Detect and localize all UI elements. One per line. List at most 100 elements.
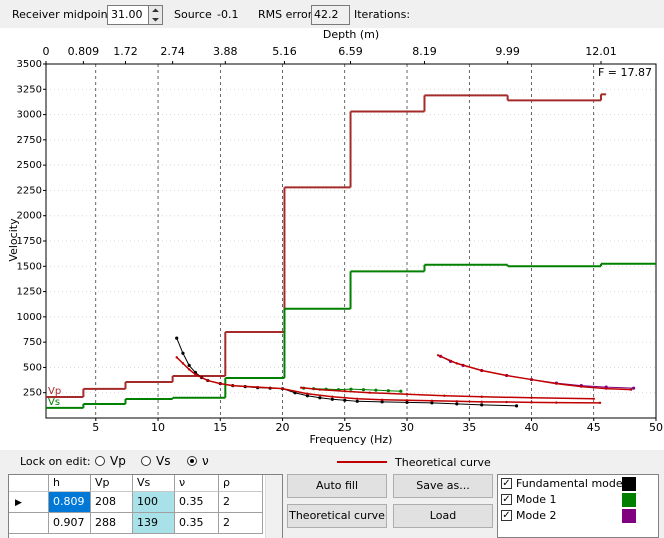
observed-point	[399, 389, 403, 393]
table-cell[interactable]: 0.907	[49, 513, 91, 534]
y-tick-label: 250	[23, 388, 42, 399]
theoretical-point	[480, 400, 483, 404]
table-cell[interactable]: 139	[133, 513, 175, 534]
theoretical-point	[455, 362, 459, 365]
radio-label: Vs	[156, 454, 171, 468]
theoretical-point	[530, 396, 533, 399]
receiver-midpoint-label: Receiver midpoint	[12, 8, 113, 21]
column-header: h	[49, 475, 91, 492]
top-tick-label: 3.88	[213, 45, 238, 58]
theoretical-point	[187, 368, 191, 371]
table-cell[interactable]: 0.35	[175, 513, 219, 534]
theoretical-point	[455, 400, 459, 403]
mode-legend: ✓ Fundamental mode ✓ Mode 1 ✓ Mode 2	[497, 474, 659, 538]
table-cell[interactable]: 2	[219, 513, 263, 534]
mode-swatch	[622, 493, 636, 507]
observed-point	[175, 336, 179, 340]
mode-swatch	[622, 509, 636, 523]
theoretical-point	[175, 356, 178, 359]
x-tick-label: 40	[525, 421, 539, 434]
radio-button[interactable]	[141, 456, 151, 466]
y-tick-label: 3500	[17, 59, 42, 70]
x-tick-label: 5	[92, 421, 99, 434]
theoretical-point	[405, 393, 409, 396]
x-tick-label: 30	[400, 421, 414, 434]
top-tick-label: 2.74	[160, 45, 185, 58]
mode-name: Fundamental mode	[516, 477, 623, 490]
x-tick-label: 25	[338, 421, 352, 434]
theoretical-point	[530, 378, 533, 381]
theoretical-point	[480, 395, 483, 398]
receiver-midpoint-value[interactable]: 31.00	[111, 8, 143, 21]
theoretical-point	[356, 397, 359, 400]
top-tick-label: 6.59	[338, 45, 363, 58]
table-cell[interactable]: 288	[91, 513, 133, 534]
save-as-button[interactable]: Save as...	[393, 474, 493, 498]
table-cell[interactable]: 0.35	[175, 492, 219, 513]
x-tick-label: 35	[462, 421, 476, 434]
y-tick-label: 3250	[17, 84, 42, 95]
checkbox[interactable]: ✓	[501, 494, 512, 505]
theoretical-point	[436, 354, 440, 357]
theoretical-point	[605, 387, 608, 390]
theoretical-point	[219, 382, 222, 385]
theoretical-point	[368, 391, 371, 394]
source-label: Source	[174, 8, 212, 21]
column-header: ρ	[219, 475, 263, 492]
observed-point	[318, 396, 322, 400]
chart-background	[0, 28, 664, 450]
spinner[interactable]	[148, 5, 163, 25]
source-value: -0.1	[217, 8, 238, 21]
table-cell[interactable]: 2	[219, 492, 263, 513]
observed-point	[430, 401, 434, 405]
theoretical-point	[331, 395, 334, 398]
x-axis-title: Frequency (Hz)	[310, 433, 393, 446]
y-tick-label: 2000	[17, 211, 42, 222]
mode-name: Mode 1	[516, 493, 557, 506]
lock-label: Lock on edit:	[20, 455, 91, 468]
theoretical-point	[405, 399, 409, 402]
radio-label: ν	[202, 454, 209, 468]
iterations-label: Iterations:	[354, 8, 410, 21]
mode-name: Mode 2	[516, 509, 557, 522]
checkbox[interactable]: ✓	[501, 510, 512, 521]
chart-panel: Receiver midpoint 31.00 Source -0.1 RMS …	[0, 5, 664, 450]
top-tick-label: 1.72	[113, 45, 138, 58]
y-tick-label: 500	[23, 362, 42, 373]
top-tick-label: 9.99	[495, 45, 520, 58]
theoretical-point	[505, 374, 508, 377]
observed-point	[330, 397, 334, 401]
load-button[interactable]: Load	[393, 504, 493, 528]
observed-point	[480, 403, 484, 407]
y-tick-label: 1250	[17, 287, 42, 298]
observed-point	[343, 398, 347, 402]
top-tick-label: 5.16	[272, 45, 297, 58]
check-mark: ✓	[502, 494, 511, 505]
observed-point	[455, 402, 459, 406]
y-tick-label: 1000	[17, 312, 42, 323]
row-header: ▶	[9, 492, 49, 513]
observed-point	[355, 399, 359, 403]
theoretical-curve-button[interactable]: Theoretical curve	[287, 504, 387, 528]
theoretical-point	[206, 379, 210, 382]
checkbox[interactable]: ✓	[501, 478, 512, 489]
theoretical-point	[306, 392, 309, 395]
radio-button[interactable]	[187, 456, 197, 466]
theoretical-legend-text: Theoretical curve	[395, 456, 491, 469]
observed-point	[405, 400, 409, 404]
theoretical-point	[430, 399, 434, 403]
check-mark: ✓	[502, 510, 511, 521]
auto-fill-button[interactable]: Auto fill	[287, 474, 387, 498]
table-cell[interactable]: 100	[133, 492, 175, 513]
y-tick-label: 2500	[17, 160, 42, 171]
x-tick-label: 45	[587, 421, 601, 434]
table-cell[interactable]: 208	[91, 492, 133, 513]
rms-label: RMS error	[258, 8, 313, 21]
radio-button[interactable]	[95, 456, 105, 466]
y-tick-label: 750	[23, 337, 42, 348]
radio-label: Vp	[110, 454, 126, 468]
top-tick-label: 12.01	[585, 45, 617, 58]
theoretical-point	[231, 384, 234, 387]
table-cell[interactable]: 0.809	[49, 492, 91, 513]
